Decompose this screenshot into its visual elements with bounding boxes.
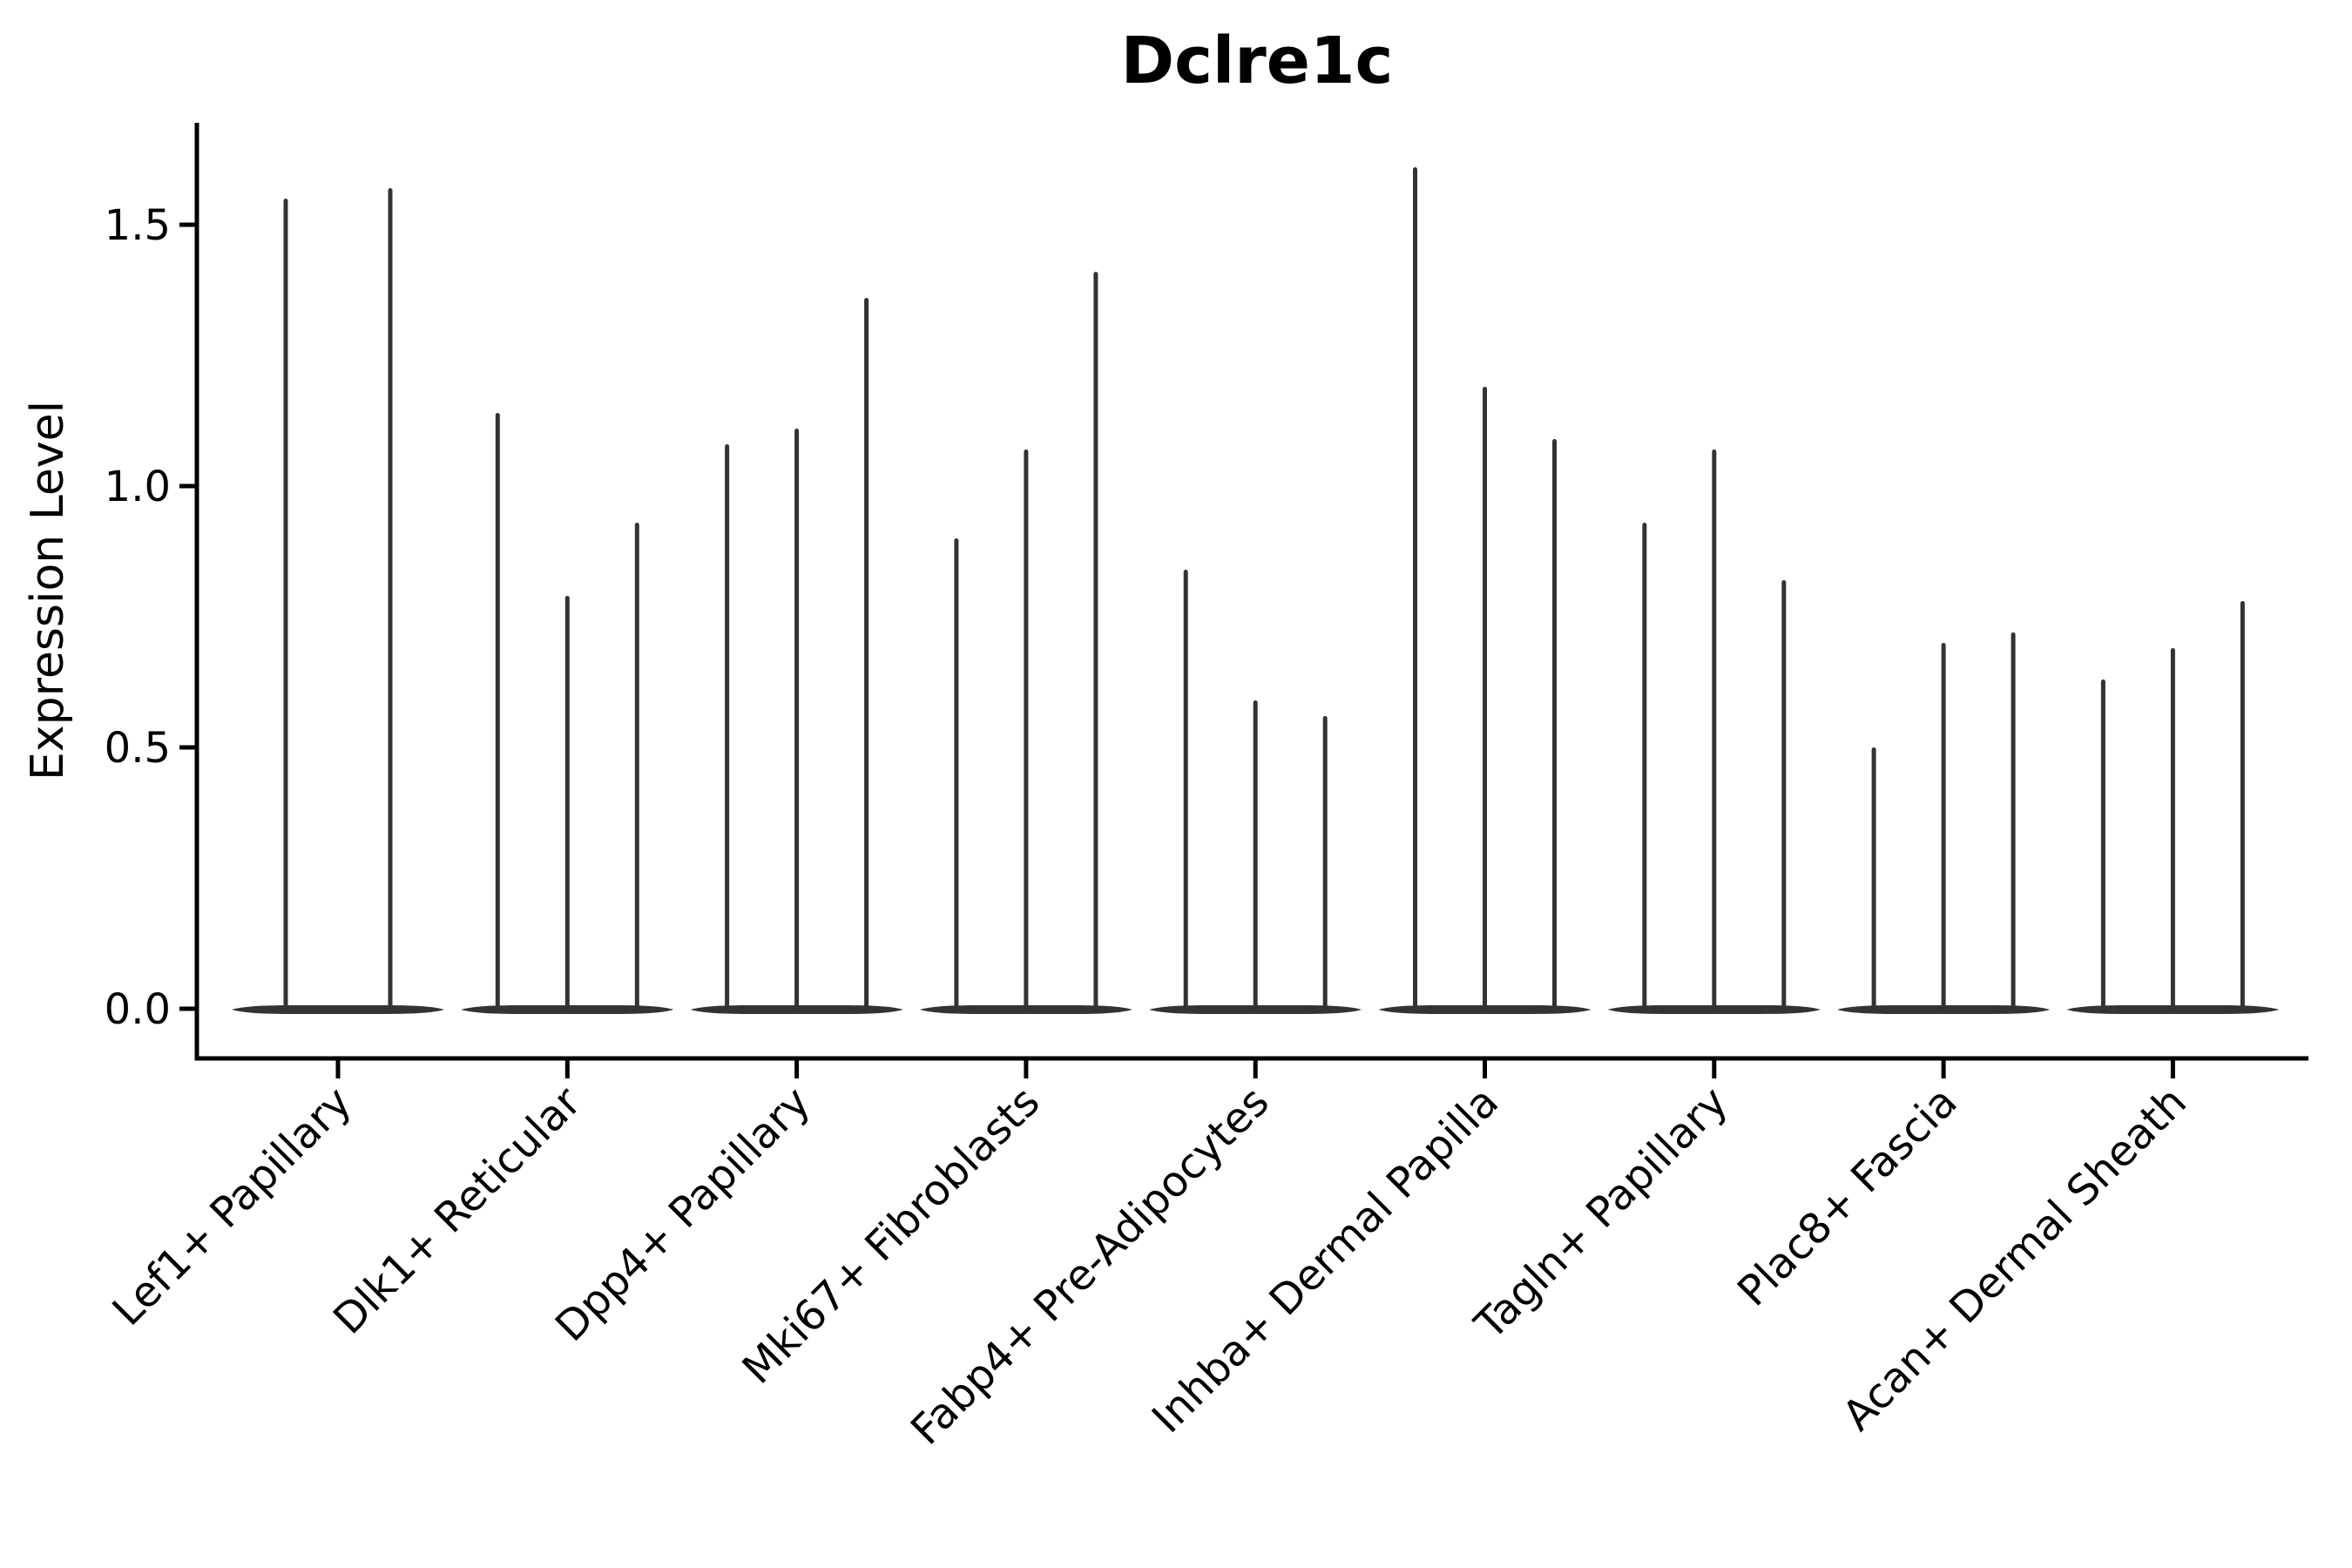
violin-group — [2066, 601, 2280, 1014]
violin-group — [1607, 449, 1821, 1014]
x-tick-label: Plac8+ Fascia — [1728, 1078, 1967, 1316]
y-tick-label: 1.0 — [105, 463, 171, 511]
axis-spines — [194, 123, 2308, 1061]
x-axis-ticks — [335, 1058, 2175, 1078]
violin-group — [1149, 570, 1362, 1014]
y-tick-label: 1.5 — [105, 201, 171, 250]
violin-base — [1378, 1005, 1592, 1014]
violin-base — [1149, 1005, 1362, 1014]
violin-base — [690, 1005, 903, 1014]
violin-group — [232, 188, 444, 1014]
violin-group — [690, 298, 903, 1014]
violin-group — [461, 413, 674, 1014]
x-tick-label: Dlk1+ Reticular — [324, 1078, 591, 1344]
violin-base — [2066, 1005, 2280, 1014]
violin-base — [1837, 1005, 2051, 1014]
violin-group — [1378, 167, 1592, 1014]
y-axis-ticks: 0.0 0.5 1.0 1.5 — [105, 201, 197, 1034]
violin-series — [232, 167, 2280, 1014]
y-tick-label: 0.5 — [105, 724, 171, 773]
x-tick-label: Dpp4+ Papillary — [546, 1078, 820, 1351]
violin-base — [1607, 1005, 1821, 1014]
x-tick-label: Lef1+ Papillary — [104, 1078, 362, 1335]
violin-base — [232, 1005, 444, 1014]
x-tick-label: Tagln+ Papillary — [1465, 1078, 1737, 1349]
chart-title: Dclre1c — [1121, 24, 1394, 98]
violin-group — [919, 272, 1132, 1014]
y-axis-label: Expression Level — [22, 401, 74, 781]
y-tick-label: 0.0 — [105, 985, 171, 1034]
violin-base — [919, 1005, 1132, 1014]
violin-base — [461, 1005, 674, 1014]
violin-group — [1837, 632, 2051, 1014]
